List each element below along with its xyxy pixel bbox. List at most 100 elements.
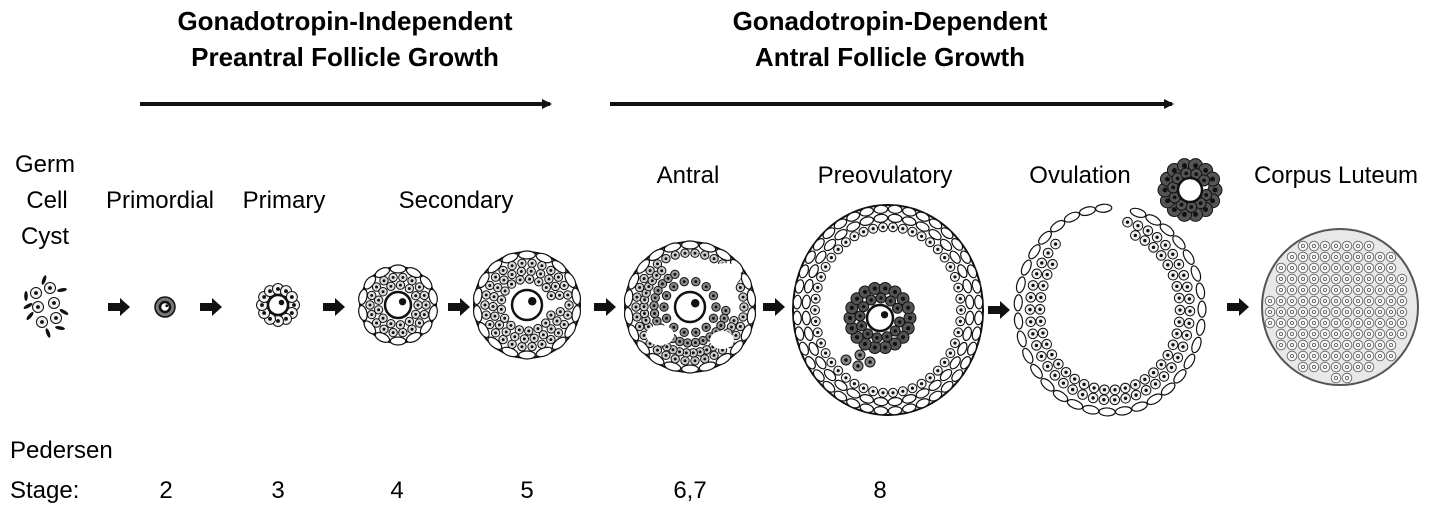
cell-nucleus [1268, 298, 1273, 303]
cell-nucleus [377, 308, 381, 312]
luteal-cell [1319, 361, 1331, 373]
luteal-cell [1286, 350, 1298, 362]
cell-nucleus [1029, 295, 1033, 300]
cell-nucleus [407, 287, 411, 291]
theca-cell [1013, 312, 1024, 330]
cell-nucleus [492, 295, 496, 299]
cell-nucleus [284, 316, 288, 321]
cell-nucleus [1144, 388, 1148, 392]
cell-nucleus [660, 282, 664, 286]
cell-nucleus [862, 341, 868, 347]
cell-nucleus [648, 341, 652, 345]
cell-nucleus [502, 278, 506, 282]
luteal-cell [1341, 240, 1353, 252]
cell-nucleus [1171, 343, 1175, 347]
cell-nucleus [1356, 254, 1361, 259]
cell-nucleus [883, 345, 888, 350]
arrow-icon [200, 298, 222, 316]
theca-cell [1197, 300, 1207, 318]
luteal-cell [1297, 262, 1309, 274]
cell-nucleus [1279, 309, 1284, 314]
cell-nucleus [488, 284, 492, 287]
cell-nucleus [948, 265, 952, 269]
luteal-cell [1308, 306, 1320, 318]
cell-nucleus [1061, 381, 1066, 385]
pedersen-stage-value: 3 [271, 477, 284, 504]
arrow-icon [763, 298, 785, 316]
oocyte-nucleus [528, 297, 537, 306]
cell-nucleus [375, 321, 379, 325]
cell-nucleus [741, 315, 745, 319]
cell-nucleus [642, 333, 646, 337]
oocyte-nucleus [691, 299, 700, 308]
luteal-cell [1297, 295, 1309, 307]
cell-nucleus [1050, 262, 1055, 266]
cell-nucleus [1056, 362, 1061, 366]
cell-nucleus [1153, 382, 1158, 386]
cell-nucleus [553, 284, 557, 288]
cell-nucleus [1367, 254, 1372, 259]
luteal-cell [1352, 262, 1364, 274]
cell-nucleus [859, 324, 864, 328]
theca-cell [823, 238, 837, 252]
cell-nucleus [530, 261, 534, 265]
pregranulosa-cell [57, 288, 67, 292]
luteal-cell [1275, 328, 1287, 340]
cell-nucleus [1301, 243, 1306, 248]
luteal-cell [1264, 295, 1276, 307]
cell-nucleus [644, 291, 648, 295]
theca-cell [915, 388, 930, 399]
cell-nucleus [1159, 362, 1163, 367]
theca-cell [887, 397, 903, 407]
cell-nucleus [510, 342, 514, 346]
label-ovulation: Ovulation [1029, 162, 1130, 189]
luteal-cell [1286, 284, 1298, 296]
cell-nucleus [1143, 377, 1147, 382]
cell-nucleus [1175, 284, 1179, 289]
cell-nucleus [901, 389, 905, 393]
cell-nucleus [655, 273, 659, 277]
theca-cell [1159, 223, 1175, 237]
cell-nucleus [1151, 245, 1156, 250]
cell-nucleus [901, 227, 905, 231]
cell-nucleus [665, 316, 669, 320]
cell-nucleus [662, 305, 666, 309]
cell-nucleus [829, 360, 833, 364]
luteal-cell [1352, 328, 1364, 340]
cell-nucleus [1133, 382, 1138, 387]
theca-cell [808, 264, 819, 279]
cell-nucleus [858, 353, 862, 357]
stage-arrow [448, 298, 470, 316]
luteal-cell [1319, 240, 1331, 252]
cell-nucleus [1345, 298, 1350, 303]
cell-nucleus [1367, 342, 1372, 347]
luteal-cell [1319, 284, 1331, 296]
theca-cell [571, 287, 582, 306]
luteal-cell [1374, 251, 1386, 263]
theca-cell [798, 264, 810, 279]
cell-nucleus [693, 341, 697, 345]
cell-nucleus [634, 305, 638, 309]
cell-nucleus [1301, 298, 1306, 303]
cell-nucleus [544, 286, 548, 290]
cell-nucleus [1345, 320, 1350, 325]
luteal-cell [1374, 284, 1386, 296]
theca-cell [965, 294, 975, 310]
cell-nucleus [1323, 254, 1328, 259]
cell-nucleus [1389, 353, 1394, 358]
follicle-illustrations [23, 158, 1419, 417]
cell-nucleus [1334, 265, 1339, 270]
theca-cell [822, 380, 836, 393]
cell-nucleus [1210, 198, 1215, 204]
cell-nucleus [1312, 353, 1317, 358]
cell-nucleus [655, 262, 659, 266]
cell-nucleus [644, 318, 648, 322]
cell-nucleus [391, 275, 395, 279]
theca-cell [472, 287, 483, 306]
cell-nucleus [824, 265, 828, 269]
cell-nucleus [1212, 187, 1218, 193]
cell-nucleus [875, 336, 879, 340]
secondary-follicle-large [472, 250, 582, 360]
luteal-cell [1352, 284, 1364, 296]
cell-nucleus [540, 342, 544, 346]
